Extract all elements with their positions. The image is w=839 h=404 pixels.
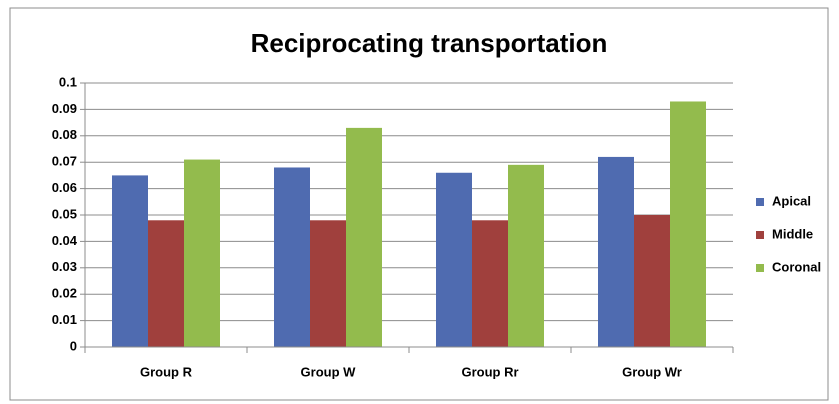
legend-swatch — [756, 198, 764, 206]
y-tick-label: 0.04 — [52, 233, 78, 248]
bar — [274, 167, 310, 347]
bar — [634, 215, 670, 347]
x-tick-label: Group R — [140, 364, 193, 379]
y-tick-label: 0.06 — [52, 180, 77, 195]
y-tick-label: 0.09 — [52, 101, 77, 116]
x-tick-label: Group Wr — [622, 364, 682, 379]
y-tick-label: 0 — [70, 338, 77, 353]
bar — [184, 159, 220, 347]
y-tick-label: 0.05 — [52, 206, 77, 221]
y-tick-label: 0.02 — [52, 286, 77, 301]
bar — [598, 156, 634, 347]
legend-label: Apical — [772, 193, 811, 208]
x-tick-label: Group Rr — [461, 364, 518, 379]
bar — [112, 175, 148, 347]
bar — [436, 172, 472, 347]
legend-label: Coronal — [772, 259, 821, 274]
legend-label: Middle — [772, 226, 813, 241]
legend-swatch — [756, 231, 764, 239]
chart-title: Reciprocating transportation — [251, 28, 608, 58]
y-tick-label: 0.03 — [52, 259, 77, 274]
bar — [508, 164, 544, 347]
y-tick-label: 0.08 — [52, 127, 77, 142]
bar — [472, 220, 508, 347]
bar — [670, 101, 706, 347]
bar — [346, 127, 382, 347]
legend-swatch — [756, 264, 764, 272]
y-tick-label: 0.1 — [59, 74, 77, 89]
x-tick-label: Group W — [301, 364, 357, 379]
bar — [310, 220, 346, 347]
y-tick-label: 0.01 — [52, 312, 77, 327]
y-tick-label: 0.07 — [52, 154, 77, 169]
bar — [148, 220, 184, 347]
